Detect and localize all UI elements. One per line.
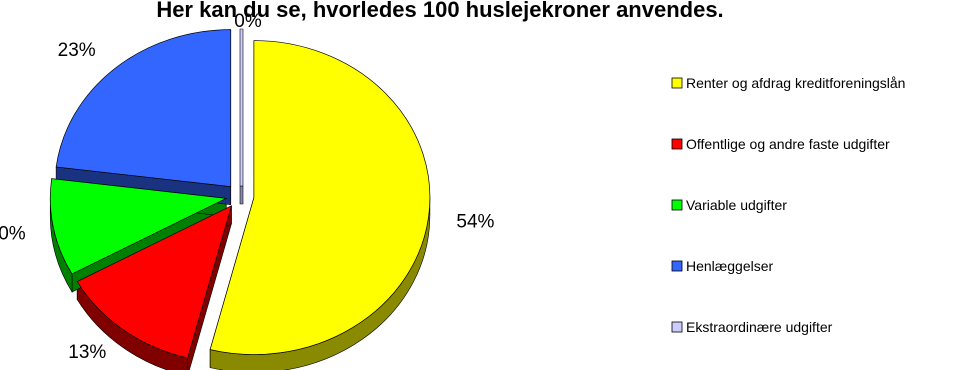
legend-label-variable-udgifter: Variable udgifter [686, 197, 787, 213]
slice-label-offentlige-og-andre-faste-udgifter: 13% [68, 342, 106, 363]
slice-ekstraordin-re-udgifter [239, 28, 244, 187]
legend-label-offentlige-og-andre-faste-udgifter: Offentlige og andre faste udgifter [686, 136, 890, 152]
legend-label-ekstraordin-re-udgifter: Ekstraordinære udgifter [686, 319, 833, 335]
slice-labels: 54% 13% 10% 23% 0% [0, 11, 495, 363]
slice-label-henl-ggelser: 23% [58, 40, 96, 61]
slice-offentlige-og-andre-faste-udgifter [76, 205, 232, 359]
legend-label-henl-ggelser: Henlæggelser [686, 258, 773, 274]
slice-label-renter-og-afdrag-kreditforeningslan: 54% [456, 212, 494, 233]
legend-swatch-variable-udgifter [671, 199, 683, 211]
legend: Renter og afdrag kreditforeningslån Offen… [671, 75, 905, 335]
slice-renter-og-afdrag-kreditforeningslan [209, 40, 431, 355]
legend-swatch-offentlige-og-andre-faste-udgifter [671, 138, 683, 150]
slice-label-ekstraordin-re-udgifter: 0% [234, 11, 262, 32]
slice-variable-udgifter [49, 178, 228, 275]
chart-title: Her kan du se, hvorledes 100 huslejekron… [156, 0, 723, 22]
slice-face-ekstraordin-re-udgifter [239, 185, 244, 205]
slice-label-variable-udgifter: 10% [0, 224, 26, 245]
legend-swatch-henl-ggelser [671, 260, 683, 272]
legend-label-renter-og-afdrag-kreditforeningslan: Renter og afdrag kreditforeningslån [686, 75, 905, 91]
legend-swatch-renter-og-afdrag-kreditforeningslan [671, 77, 683, 89]
legend-swatch-ekstraordin-re-udgifter [671, 321, 683, 333]
slice-henl-ggelser [55, 29, 232, 188]
pie-tops [49, 28, 431, 359]
